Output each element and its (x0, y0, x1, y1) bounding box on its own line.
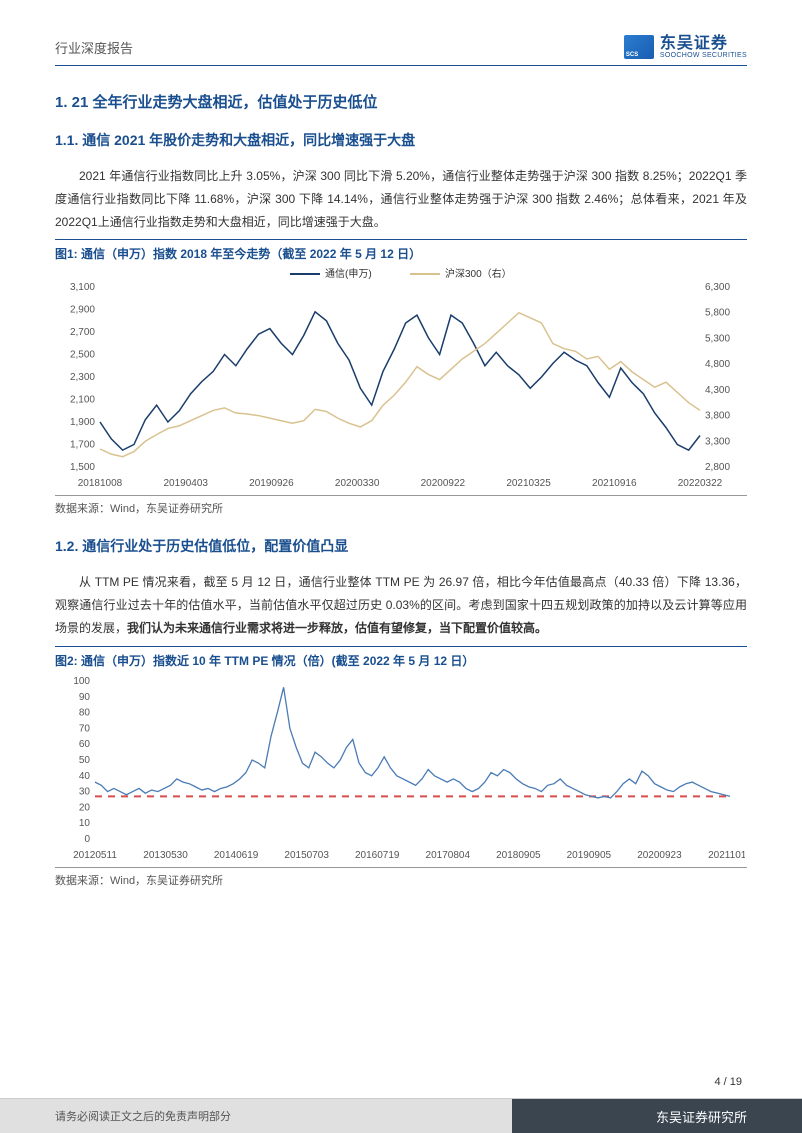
svg-text:2,300: 2,300 (70, 372, 95, 383)
svg-text:20210325: 20210325 (506, 478, 551, 489)
heading-1-1: 1.1. 通信 2021 年股价走势和大盘相近，同比增速强于大盘 (55, 130, 747, 150)
svg-text:1,900: 1,900 (70, 417, 95, 428)
svg-text:6,300: 6,300 (705, 282, 730, 293)
svg-text:20200330: 20200330 (335, 478, 380, 489)
svg-text:1,500: 1,500 (70, 462, 95, 473)
svg-text:4,800: 4,800 (705, 360, 730, 371)
svg-text:3,100: 3,100 (70, 282, 95, 293)
svg-text:2,100: 2,100 (70, 395, 95, 406)
svg-text:4,300: 4,300 (705, 385, 730, 396)
figure-2-chart: 0 10 20 30 40 50 60 70 80 90 100 20120511 20130530 20… (55, 669, 747, 864)
svg-text:20170804: 20170804 (426, 850, 471, 861)
svg-text:20180905: 20180905 (496, 850, 541, 861)
svg-text:10: 10 (79, 818, 91, 829)
page-header: 行业深度报告 东吴证券 SOOCHOW SECURITIES (55, 35, 747, 66)
heading-1: 1. 21 全年行业走势大盘相近，估值处于历史低位 (55, 91, 747, 112)
svg-text:100: 100 (73, 676, 90, 687)
heading-1-2: 1.2. 通信行业处于历史估值低位，配置价值凸显 (55, 536, 747, 556)
svg-text:20200922: 20200922 (421, 478, 466, 489)
svg-text:通信(申万): 通信(申万) (325, 267, 372, 280)
para-1-1: 2021 年通信行业指数同比上升 3.05%，沪深 300 同比下滑 5.20%… (55, 165, 747, 233)
svg-text:50: 50 (79, 755, 91, 766)
para-1-2: 从 TTM PE 情况来看，截至 5 月 12 日，通信行业整体 TTM PE … (55, 571, 747, 639)
svg-text:3,800: 3,800 (705, 411, 730, 422)
svg-text:20211019: 20211019 (708, 850, 745, 861)
footer-org: 东吴证券研究所 (512, 1099, 802, 1133)
page-footer: 4 / 19 请务必阅读正文之后的免责声明部分 东吴证券研究所 (0, 1073, 802, 1133)
svg-text:70: 70 (79, 723, 91, 734)
logo-icon (624, 35, 654, 59)
svg-text:30: 30 (79, 786, 91, 797)
svg-text:20190926: 20190926 (249, 478, 294, 489)
svg-text:60: 60 (79, 739, 91, 750)
svg-text:2,500: 2,500 (70, 350, 95, 361)
svg-text:2,800: 2,800 (705, 462, 730, 473)
svg-text:20140619: 20140619 (214, 850, 259, 861)
svg-text:20: 20 (79, 802, 91, 813)
svg-text:2,700: 2,700 (70, 327, 95, 338)
report-type: 行业深度报告 (55, 38, 133, 57)
svg-text:90: 90 (79, 692, 91, 703)
figure-2-source: 数据来源：Wind，东吴证券研究所 (55, 867, 747, 888)
svg-text:20190403: 20190403 (163, 478, 208, 489)
svg-text:0: 0 (84, 834, 90, 845)
page-number: 4 / 19 (714, 1076, 742, 1088)
svg-text:20220322: 20220322 (678, 478, 723, 489)
svg-text:20160719: 20160719 (355, 850, 400, 861)
svg-text:20190905: 20190905 (567, 850, 612, 861)
svg-text:20150703: 20150703 (284, 850, 329, 861)
figure-1-title: 图1: 通信（申万）指数 2018 年至今走势（截至 2022 年 5 月 12… (55, 239, 747, 262)
svg-text:1,700: 1,700 (70, 440, 95, 451)
para-1-2-bold: 我们认为未来通信行业需求将进一步释放，估值有望修复，当下配置价值较高。 (127, 621, 547, 635)
company-logo: 东吴证券 SOOCHOW SECURITIES (624, 35, 747, 59)
svg-text:20181008: 20181008 (78, 478, 123, 489)
logo-text-cn: 东吴证券 (660, 36, 747, 52)
svg-text:5,300: 5,300 (705, 334, 730, 345)
figure-1-source: 数据来源：Wind，东吴证券研究所 (55, 495, 747, 516)
svg-text:20130530: 20130530 (143, 850, 188, 861)
chart-1-svg: 通信(申万) 沪深300（右） 1,500 1,700 1,900 2,100 2,300 2… (55, 262, 745, 492)
svg-text:40: 40 (79, 771, 91, 782)
figure-1-chart: 通信(申万) 沪深300（右） 1,500 1,700 1,900 2,100 2,300 2… (55, 262, 747, 492)
svg-text:20200923: 20200923 (637, 850, 682, 861)
footer-disclaimer: 请务必阅读正文之后的免责声明部分 (0, 1099, 512, 1133)
figure-2-title: 图2: 通信（申万）指数近 10 年 TTM PE 情况（倍）(截至 2022 … (55, 646, 747, 669)
svg-text:20210916: 20210916 (592, 478, 637, 489)
logo-text-en: SOOCHOW SECURITIES (660, 52, 747, 59)
svg-text:2,900: 2,900 (70, 305, 95, 316)
svg-text:20120511: 20120511 (73, 850, 117, 861)
chart-2-svg: 0 10 20 30 40 50 60 70 80 90 100 20120511 20130530 20… (55, 669, 745, 864)
svg-text:5,800: 5,800 (705, 308, 730, 319)
svg-text:80: 80 (79, 707, 91, 718)
svg-text:沪深300（右）: 沪深300（右） (445, 267, 512, 280)
svg-text:3,300: 3,300 (705, 437, 730, 448)
